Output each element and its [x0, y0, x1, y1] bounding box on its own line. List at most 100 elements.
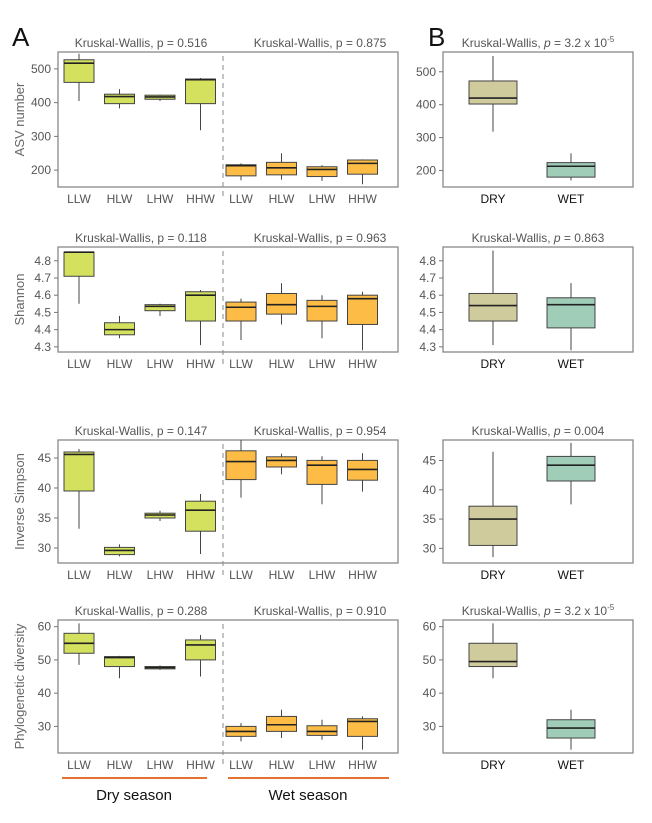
x-tick-label: HHW — [186, 758, 215, 772]
box-hlw-dry — [104, 322, 135, 336]
y-tick-label: 4.7 — [419, 271, 436, 285]
y-tick-label: 60 — [423, 620, 437, 634]
x-tick-label: LHW — [147, 758, 174, 772]
box-hhw-dry — [185, 639, 216, 661]
y-tick-label: 4.6 — [419, 288, 436, 302]
y-tick-label: 400 — [416, 98, 436, 112]
y-tick-label: 200 — [31, 163, 51, 177]
chart-panels: 200 300 400 500 ASV number Kruskal-Wallis, p … — [12, 35, 634, 772]
plot-frame — [57, 439, 399, 564]
y-tick-label: 35 — [423, 512, 437, 526]
plot-frame — [442, 439, 634, 564]
box-lhw-dry — [144, 304, 176, 312]
y-tick-label: 4.5 — [34, 305, 51, 319]
y-tick-label: 4.3 — [419, 340, 436, 354]
box-lhw-wet — [306, 299, 338, 322]
wet-season-label: Wet season — [269, 787, 348, 804]
box-lhw-wet — [306, 725, 338, 736]
y-tick-label: 30 — [423, 541, 437, 555]
x-tick-label: HLW — [107, 758, 133, 772]
box-hhw-dry — [185, 291, 216, 322]
panel-letter-b: B — [428, 22, 445, 52]
chart-b-row-3: 30 35 40 45 Kruskal-Wallis, p = 0.004 DRY WET — [423, 424, 634, 582]
kruskal-wallis-wet-label: Kruskal-Wallis, p = 0.910 — [254, 604, 387, 618]
y-tick-label: 4.3 — [34, 340, 51, 354]
chart-a-row-2: 4.3 4.4 4.5 4.6 4.7 4.8 Shannon Kruskal-Wallis,… — [12, 231, 399, 371]
chart-a-row-1: 200 300 400 500 ASV number Kruskal-Wallis, p … — [12, 36, 399, 206]
x-tick-label: LLW — [67, 357, 91, 371]
x-tick-label: WET — [558, 568, 585, 582]
x-tick-label: WET — [558, 192, 585, 206]
panel-letter-a: A — [12, 22, 30, 52]
x-tick-label: HLW — [269, 758, 295, 772]
x-tick-label: WET — [558, 758, 585, 772]
box-hlw-wet — [266, 456, 297, 468]
y-tick-label: 30 — [38, 541, 52, 555]
box-hhw-wet — [347, 294, 378, 325]
x-tick-label: HHW — [348, 192, 377, 206]
chart-b-row-4: 30 40 50 60 Kruskal-Wallis, p = 3.2 x 10-5 DR… — [423, 603, 634, 772]
box-hhw-wet — [347, 159, 378, 175]
y-tick-label: 40 — [423, 483, 437, 497]
kruskal-wallis-label: Kruskal-Wallis, p = 3.2 x 10-5 — [462, 603, 615, 618]
y-tick-label: 50 — [423, 653, 437, 667]
x-tick-label: LLW — [229, 192, 253, 206]
box-wet-wet — [546, 297, 596, 329]
box-hhw-dry — [185, 500, 216, 532]
y-tick-label: 40 — [38, 686, 52, 700]
x-tick-label: LLW — [67, 192, 91, 206]
box-lhw-wet — [306, 459, 338, 485]
y-tick-label: 50 — [38, 653, 52, 667]
x-tick-label: HHW — [348, 758, 377, 772]
x-tick-label: HLW — [107, 357, 133, 371]
y-tick-label: 4.6 — [34, 288, 51, 302]
x-tick-label: HLW — [107, 568, 133, 582]
x-tick-label: LLW — [67, 568, 91, 582]
box-wet-wet — [546, 719, 596, 739]
box-llw-dry — [63, 59, 95, 83]
box-dry-dry — [468, 505, 518, 546]
x-tick-label: HHW — [186, 357, 215, 371]
plot-frame — [442, 619, 634, 754]
x-tick-label: HHW — [348, 568, 377, 582]
y-axis-label: ASV number — [12, 82, 27, 156]
y-tick-label: 200 — [416, 164, 436, 178]
x-tick-label: HLW — [269, 357, 295, 371]
plot-frame — [442, 51, 634, 188]
x-tick-label: DRY — [480, 357, 505, 371]
x-tick-label: LHW — [309, 192, 336, 206]
x-tick-label: LLW — [229, 568, 253, 582]
x-tick-label: LLW — [229, 357, 253, 371]
kruskal-wallis-dry-label: Kruskal-Wallis, p = 0.118 — [75, 231, 207, 245]
plot-frame — [57, 246, 399, 353]
x-tick-label: LLW — [67, 758, 91, 772]
y-tick-label: 4.7 — [34, 271, 51, 285]
chart-b-row-2: 4.3 4.4 4.5 4.6 4.7 4.8 Kruskal-Wallis, p = 0.… — [419, 231, 634, 371]
plot-frame — [442, 246, 634, 353]
box-dry-dry — [468, 80, 518, 105]
x-tick-label: DRY — [480, 758, 505, 772]
box-hlw-wet — [266, 292, 297, 315]
y-tick-label: 35 — [38, 511, 52, 525]
x-tick-label: LLW — [229, 758, 253, 772]
x-tick-label: DRY — [480, 192, 505, 206]
x-tick-label: HLW — [269, 192, 295, 206]
x-tick-label: HHW — [186, 192, 215, 206]
kruskal-wallis-wet-label: Kruskal-Wallis, p = 0.875 — [254, 36, 387, 50]
y-tick-label: 40 — [38, 481, 52, 495]
y-tick-label: 60 — [38, 620, 52, 634]
kruskal-wallis-dry-label: Kruskal-Wallis, p = 0.147 — [75, 424, 208, 438]
box-hlw-wet — [266, 715, 297, 732]
x-tick-label: HLW — [107, 192, 133, 206]
box-hhw-wet — [347, 718, 378, 737]
kruskal-wallis-dry-label: Kruskal-Wallis, p = 0.288 — [75, 604, 208, 618]
kruskal-wallis-dry-label: Kruskal-Wallis, p = 0.516 — [75, 36, 208, 50]
box-dry-dry — [468, 642, 518, 668]
box-hlw-wet — [266, 161, 297, 176]
x-tick-label: LHW — [147, 357, 174, 371]
box-hhw-wet — [347, 459, 378, 481]
box-llw-dry — [63, 451, 95, 492]
box-wet-wet — [546, 162, 596, 178]
y-tick-label: 500 — [416, 65, 436, 79]
x-tick-label: LHW — [147, 192, 174, 206]
